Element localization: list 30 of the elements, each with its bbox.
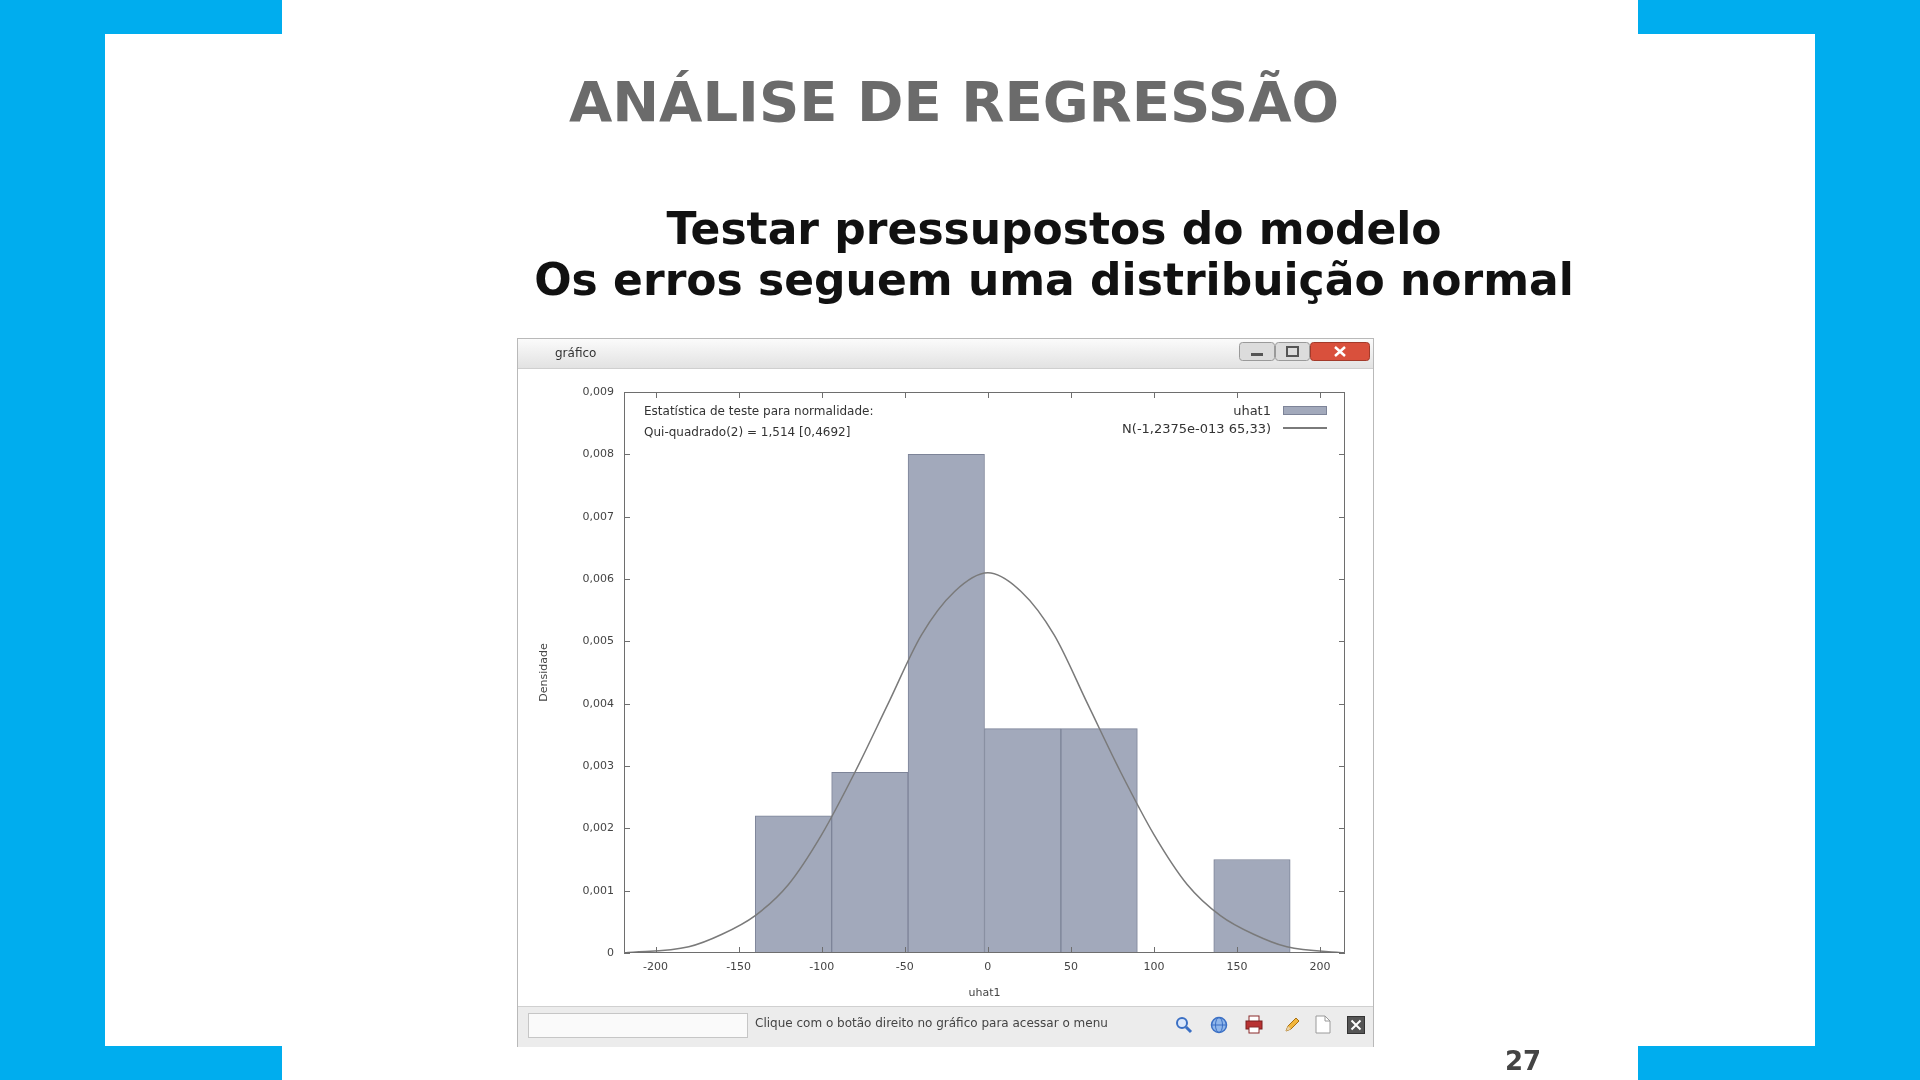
- y-tick-label: 0,005: [582, 634, 614, 648]
- legend-label: uhat1: [1233, 402, 1271, 418]
- y-tick-label: 0,003: [582, 758, 614, 772]
- x-tick-label: 0: [984, 960, 992, 974]
- x-tick-label: 200: [1309, 960, 1331, 974]
- chart-subtitle: Testar pressupostos do modelo Os erros seguem uma distribuição normal: [533, 203, 1575, 305]
- x-tick-label: -200: [643, 960, 669, 974]
- x-tick-label: 150: [1226, 960, 1248, 974]
- y-tick-label: 0,004: [582, 696, 614, 710]
- chart-title: ANÁLISE DE REGRESSÃO: [567, 69, 1341, 135]
- x-tick-label: -100: [809, 960, 835, 974]
- y-tick-label: 0,006: [582, 571, 614, 585]
- x-tick-label: 50: [1063, 960, 1078, 974]
- y-tick-label: 0,002: [582, 821, 614, 835]
- annotation: Qui-quadrado(2) = 1,514 [0,4692]: [644, 425, 851, 439]
- text: 27: [1503, 1046, 1543, 1076]
- legend-label: N(-1,2375e-013 65,33): [1122, 420, 1271, 436]
- text: Clique com o botão direito no gráfico para acessar o menu: [755, 1016, 1108, 1030]
- y-tick-label: 0,009: [582, 384, 614, 398]
- y-axis-title: Densidade: [537, 643, 551, 702]
- y-tick-label: 0,001: [582, 883, 614, 897]
- y-tick-label: 0: [607, 945, 614, 959]
- x-axis-title: uhat1: [968, 986, 1001, 1000]
- x-tick-label: -150: [726, 960, 752, 974]
- x-tick-label: 100: [1143, 960, 1165, 974]
- y-tick-label: 0,007: [582, 509, 614, 523]
- y-tick-label: 0,008: [582, 447, 614, 461]
- x-tick-label: -50: [895, 960, 914, 974]
- annotation: Estatística de teste para normalidade:: [644, 404, 874, 418]
- text: gráfico: [555, 346, 597, 360]
